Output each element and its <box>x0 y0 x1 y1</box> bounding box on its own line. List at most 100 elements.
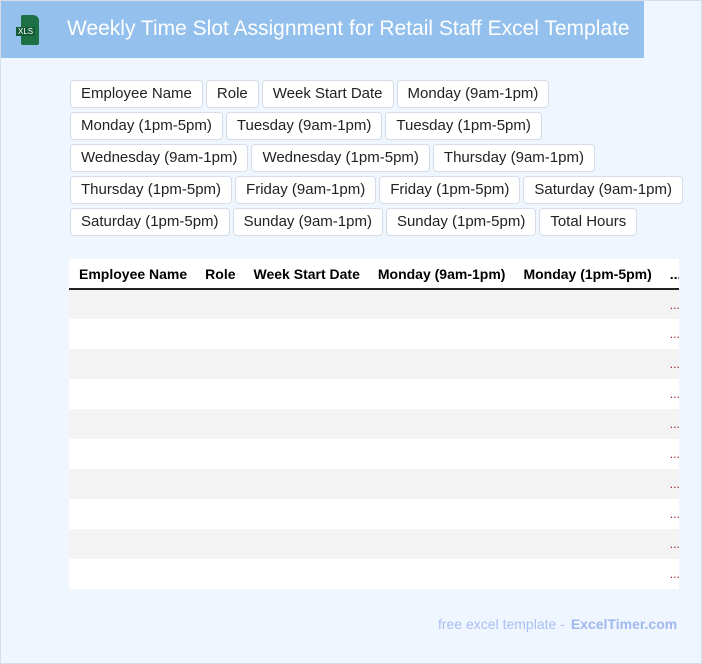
table-row: ... <box>69 559 679 589</box>
field-chips: Employee Name Role Week Start Date Monday (… <box>70 80 700 236</box>
data-table: Employee Name Role Week Start Date Monday (… <box>69 259 679 589</box>
field-chip[interactable]: Thursday (1pm-5pm) <box>70 176 233 204</box>
table-cell[interactable] <box>195 529 244 559</box>
table-cell[interactable]: ... <box>659 559 679 589</box>
table-cell[interactable] <box>367 469 514 499</box>
field-chip[interactable]: Week Start Date <box>261 80 394 108</box>
table-cell[interactable] <box>195 379 244 409</box>
xls-file-icon: XLS <box>16 15 39 45</box>
column-header: ... <box>659 259 679 290</box>
table-cell[interactable] <box>195 499 244 529</box>
table-row: ... <box>69 349 679 379</box>
table-cell[interactable] <box>69 319 196 349</box>
column-header: Monday (9am-1pm) <box>367 259 514 290</box>
footer-text: free excel template - <box>438 616 565 632</box>
table-cell[interactable] <box>513 349 660 379</box>
table-cell[interactable]: ... <box>659 319 679 349</box>
table-cell[interactable] <box>367 529 514 559</box>
table-cell[interactable] <box>69 499 196 529</box>
table-cell[interactable]: ... <box>659 379 679 409</box>
table-cell[interactable] <box>243 439 368 469</box>
table-cell[interactable] <box>69 439 196 469</box>
table-cell[interactable] <box>195 559 244 589</box>
table-cell[interactable] <box>513 409 660 439</box>
field-chip[interactable]: Sunday (9am-1pm) <box>232 208 383 236</box>
table-cell[interactable] <box>513 559 660 589</box>
header-bar: XLS Weekly Time Slot Assignment for Reta… <box>1 1 644 58</box>
table-row: ... <box>69 319 679 349</box>
table-cell[interactable] <box>243 499 368 529</box>
table-cell[interactable] <box>367 439 514 469</box>
table-cell[interactable] <box>367 349 514 379</box>
table-cell[interactable] <box>69 349 196 379</box>
field-chip[interactable]: Tuesday (1pm-5pm) <box>385 112 542 140</box>
table-cell[interactable] <box>243 409 368 439</box>
table-row: ... <box>69 529 679 559</box>
table-cell[interactable]: ... <box>659 469 679 499</box>
field-chip[interactable]: Employee Name <box>70 80 203 108</box>
column-header: Monday (1pm-5pm) <box>513 259 660 290</box>
table-cell[interactable] <box>69 289 196 319</box>
table-cell[interactable] <box>513 289 660 319</box>
table-cell[interactable] <box>243 349 368 379</box>
field-chip[interactable]: Tuesday (9am-1pm) <box>225 112 383 140</box>
table-cell[interactable] <box>243 289 368 319</box>
field-chip[interactable]: Friday (9am-1pm) <box>235 176 377 204</box>
table-cell[interactable] <box>69 529 196 559</box>
table-cell[interactable] <box>367 379 514 409</box>
table-cell[interactable] <box>69 409 196 439</box>
field-chip[interactable]: Monday (9am-1pm) <box>396 80 550 108</box>
table-cell[interactable]: ... <box>659 499 679 529</box>
table-cell[interactable]: ... <box>659 349 679 379</box>
table-row: ... <box>69 409 679 439</box>
table-cell[interactable] <box>195 289 244 319</box>
table-cell[interactable] <box>513 319 660 349</box>
table-cell[interactable] <box>243 559 368 589</box>
table-cell[interactable]: ... <box>659 439 679 469</box>
field-chip[interactable]: Thursday (9am-1pm) <box>432 144 595 172</box>
field-chip[interactable]: Monday (1pm-5pm) <box>70 112 223 140</box>
field-chip[interactable]: Wednesday (1pm-5pm) <box>251 144 430 172</box>
table-cell[interactable] <box>243 529 368 559</box>
table-cell[interactable] <box>513 379 660 409</box>
footer-brand-link[interactable]: ExcelTimer.com <box>570 616 678 632</box>
table-cell[interactable] <box>367 409 514 439</box>
table-row: ... <box>69 379 679 409</box>
table-cell[interactable] <box>513 439 660 469</box>
table-cell[interactable] <box>513 499 660 529</box>
field-chip[interactable]: Role <box>205 80 259 108</box>
field-chip[interactable]: Total Hours <box>539 208 638 236</box>
column-header: Role <box>195 259 244 290</box>
table-cell[interactable]: ... <box>659 289 679 319</box>
field-chip[interactable]: Sunday (1pm-5pm) <box>385 208 537 236</box>
table-row: ... <box>69 289 679 319</box>
table-cell[interactable] <box>243 469 368 499</box>
table-cell[interactable] <box>195 409 244 439</box>
table-cell[interactable] <box>367 289 514 319</box>
table-cell[interactable] <box>243 319 368 349</box>
table-cell[interactable] <box>513 469 660 499</box>
column-header: Employee Name <box>69 259 196 290</box>
table-cell[interactable] <box>69 469 196 499</box>
table-row: ... <box>69 439 679 469</box>
table-cell[interactable]: ... <box>659 529 679 559</box>
table-cell[interactable] <box>195 469 244 499</box>
column-header: Week Start Date <box>243 259 368 290</box>
table-cell[interactable] <box>195 349 244 379</box>
page-title: Weekly Time Slot Assignment for Retail S… <box>67 17 630 40</box>
table-cell[interactable] <box>513 529 660 559</box>
field-chip[interactable]: Friday (1pm-5pm) <box>379 176 521 204</box>
table-cell[interactable] <box>195 439 244 469</box>
table-cell[interactable] <box>243 379 368 409</box>
table-cell[interactable] <box>367 559 514 589</box>
table-cell[interactable]: ... <box>659 409 679 439</box>
field-chip[interactable]: Wednesday (9am-1pm) <box>70 144 249 172</box>
table-cell[interactable] <box>367 319 514 349</box>
field-chip[interactable]: Saturday (1pm-5pm) <box>70 208 230 236</box>
table-cell[interactable] <box>367 499 514 529</box>
table-cell[interactable] <box>69 379 196 409</box>
table-cell[interactable] <box>69 559 196 589</box>
table-cell[interactable] <box>195 319 244 349</box>
table-row: ... <box>69 499 679 529</box>
field-chip[interactable]: Saturday (9am-1pm) <box>523 176 683 204</box>
